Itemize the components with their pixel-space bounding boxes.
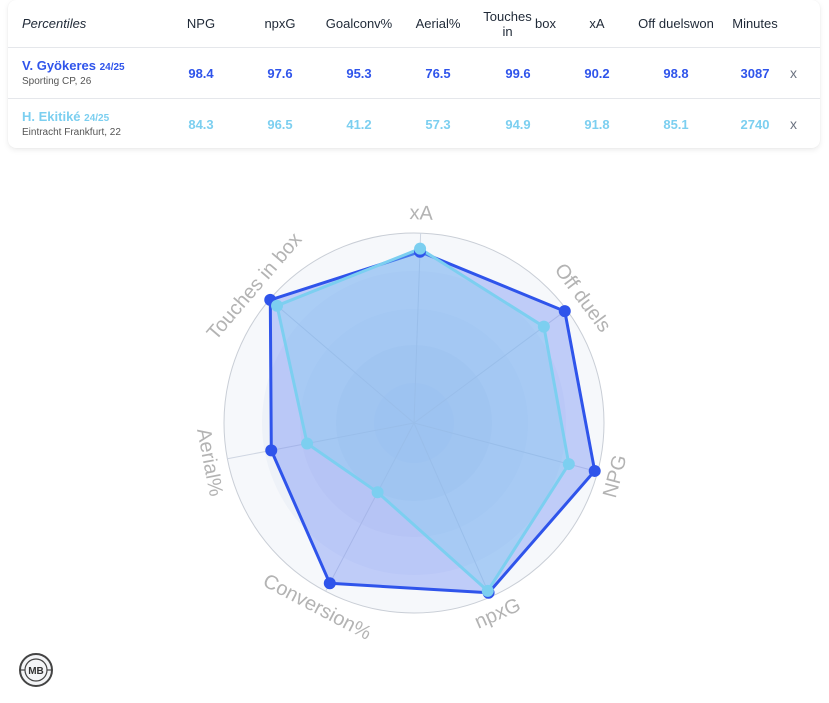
table-header: Percentiles NPG npxG Goal conv% Aerial% Touch… — [8, 0, 820, 48]
radar-axis-label-3: NPG — [599, 453, 631, 501]
radar-point-1-2 — [558, 305, 571, 318]
player-2-value-2: 96.5 — [267, 116, 293, 132]
column-header-7-line1: Off duels — [638, 16, 690, 31]
column-header-8-line1: Minutes — [732, 16, 778, 31]
column-header-3-line2: conv% — [353, 16, 393, 31]
column-header-2: npxG — [242, 0, 318, 47]
column-header-5: Touches in box — [480, 0, 556, 47]
column-header-6-line1: xA — [589, 16, 605, 31]
radar-point-1-3 — [588, 464, 601, 477]
player-row-2: H. Ekitiké 24/25 Eintracht Frankfurt, 22… — [8, 99, 820, 148]
radar-point-2-6 — [301, 437, 314, 450]
remove-player-1-button[interactable]: x — [790, 65, 797, 81]
player-1-value-7: 98.8 — [663, 65, 689, 81]
radar-point-2-1 — [414, 242, 427, 255]
player-1-value-6: 90.2 — [584, 65, 610, 81]
player-2-team: Eintracht Frankfurt, 22 — [22, 127, 121, 138]
player-1-value-4: 76.5 — [425, 65, 451, 81]
radar-point-1-6 — [265, 444, 278, 457]
percentiles-label: Percentiles — [22, 16, 87, 31]
column-header-5-line2: box — [535, 16, 556, 31]
column-header-2-line1: npxG — [264, 16, 296, 31]
radar-point-2-2 — [537, 320, 550, 333]
radar-point-2-7 — [271, 299, 284, 312]
player-1-info: V. Gyökeres 24/25 Sporting CP, 26 — [22, 48, 125, 98]
radar-axis-label-1: xA — [409, 202, 434, 225]
player-1-name: V. Gyökeres — [22, 58, 96, 73]
radar-spoke-5 — [325, 422, 415, 592]
radar-spoke-4 — [413, 422, 491, 598]
column-header-4: Aerial% — [400, 0, 476, 47]
player-1-value-5: 99.6 — [505, 65, 531, 81]
logo-text: MB — [28, 666, 44, 677]
player-row-1: V. Gyökeres 24/25 Sporting CP, 26 x 98.4… — [8, 48, 820, 99]
column-header-6: xA — [559, 0, 635, 47]
column-header-3-line1: Goal — [325, 16, 354, 31]
player-2-value-7: 85.1 — [663, 116, 689, 132]
player-1-value-3: 95.3 — [346, 65, 372, 81]
player-2-name: H. Ekitiké — [22, 109, 81, 124]
player-1-value-2: 97.6 — [267, 65, 293, 81]
player-1-team: Sporting CP, 26 — [22, 76, 92, 87]
player-2-value-6: 91.8 — [584, 116, 610, 132]
radar-spoke-6 — [227, 422, 415, 460]
radar-spoke-1 — [413, 233, 422, 424]
radar-area-1 — [268, 250, 597, 595]
column-header-1: NPG — [163, 0, 239, 47]
player-2-value-5: 94.9 — [505, 116, 531, 132]
column-header-7: Off duels won — [638, 0, 714, 47]
player-1-value-8: 3087 — [740, 65, 770, 81]
column-header-4-line1: Aerial% — [415, 16, 461, 31]
column-header-8: Minutes — [717, 0, 793, 47]
column-header-1-line1: NPG — [186, 16, 216, 31]
column-header-5-line1: Touches in — [483, 8, 532, 39]
player-2-info: H. Ekitiké 24/25 Eintracht Frankfurt, 22 — [22, 99, 121, 148]
player-2-value-4: 57.3 — [425, 116, 451, 132]
radar-point-2-3 — [562, 458, 575, 471]
radar-point-2-5 — [371, 486, 384, 499]
column-header-3: Goal conv% — [321, 0, 397, 47]
player-2-value-1: 84.3 — [188, 116, 214, 132]
player-2-value-3: 41.2 — [346, 116, 372, 132]
radar-area-2 — [275, 247, 571, 593]
player-1-season: 24/25 — [99, 62, 125, 73]
radar-point-1-5 — [323, 577, 336, 590]
player-1-value-1: 98.4 — [188, 65, 214, 81]
radar-axis-label-6: Aerial% — [192, 426, 227, 498]
radar-point-2-4 — [481, 584, 494, 597]
radar-spoke-7 — [269, 299, 415, 424]
column-header-7-line2: won — [689, 16, 714, 31]
player-2-season: 24/25 — [84, 113, 110, 124]
percentiles-table: Percentiles NPG npxG Goal conv% Aerial% Touch… — [8, 0, 820, 148]
mb-logo: MB — [19, 653, 53, 687]
player-2-value-8: 2740 — [740, 116, 770, 132]
remove-player-2-button[interactable]: x — [790, 116, 797, 132]
